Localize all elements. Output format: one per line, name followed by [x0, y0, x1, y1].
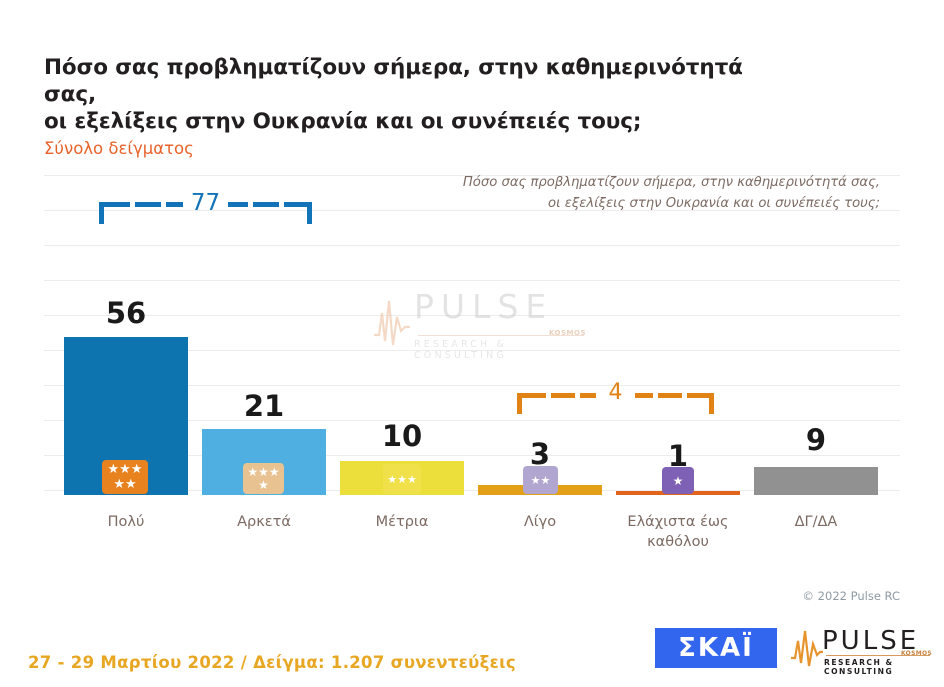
- group-annotation-77-label: 77: [190, 190, 221, 216]
- page-title-line-2: οι εξελίξεις στην Ουκρανία και οι συνέπε…: [44, 109, 642, 134]
- pulse-logo-rule: [826, 655, 930, 656]
- bracket-dash: [635, 393, 653, 398]
- group-annotation-4: 4: [517, 380, 714, 414]
- bracket-dash: [551, 393, 575, 398]
- x-label-dg-da: ΔΓ/ΔΑ: [794, 514, 838, 530]
- bracket-dash: [522, 393, 546, 398]
- bracket-dash: [658, 393, 682, 398]
- bar-group-elaxista[interactable]: 1 ★: [616, 175, 740, 495]
- pulse-wave-icon: [791, 630, 823, 667]
- bracket-leg-left: [517, 393, 522, 414]
- x-label-ligo: Λίγο: [523, 514, 557, 530]
- rating-badge-3-stars: ★ ★ ★: [383, 464, 421, 494]
- bar-value-label: 1: [667, 439, 689, 473]
- group-annotation-77: 77: [99, 190, 312, 224]
- gridline: [44, 455, 900, 456]
- skai-logo: ΣΚΑΪ: [655, 628, 777, 668]
- star-icon: ★: [113, 477, 125, 492]
- star-icon: ★: [268, 464, 280, 479]
- gridline: [44, 350, 900, 351]
- rating-badge-5-stars: ★ ★ ★ ★ ★: [102, 460, 148, 494]
- x-label-polu: Πολύ: [107, 514, 145, 530]
- page-subtitle: Σύνολο δείγματος: [44, 139, 194, 158]
- star-icon: ★: [672, 473, 684, 488]
- gridline: [44, 385, 900, 386]
- plot-area: [44, 175, 900, 495]
- bar-group-arketa[interactable]: 21 ★ ★ ★ ★: [202, 175, 326, 495]
- star-icon: ★: [406, 472, 417, 486]
- bracket-dash: [166, 202, 183, 207]
- star-icon: ★: [247, 464, 259, 479]
- bar-group-ligo[interactable]: 3 ★ ★: [478, 175, 602, 495]
- pulse-logo-subtitle: RESEARCH & CONSULTING: [824, 658, 894, 676]
- bar-group-metria[interactable]: 10 ★ ★ ★: [340, 175, 464, 495]
- gridline: [44, 210, 900, 211]
- star-icon: ★: [258, 478, 269, 493]
- copyright-text: © 2022 Pulse RC: [802, 589, 900, 603]
- pulse-logo-kosmos: KOSMOS: [901, 650, 932, 657]
- star-icon: ★: [540, 473, 551, 487]
- star-icon: ★: [119, 462, 131, 477]
- star-icon: ★: [125, 477, 137, 492]
- gridline: [44, 315, 900, 316]
- bracket-dash: [135, 202, 161, 207]
- bar-value-label: 56: [105, 296, 147, 330]
- star-icon: ★: [130, 462, 143, 477]
- gridline: [44, 245, 900, 246]
- bar-value-label: 21: [243, 389, 285, 423]
- star-icon: ★: [387, 472, 398, 486]
- x-label-elaxista: Ελάχιστα έως καθόλου: [627, 514, 729, 550]
- bar-group-dg-da[interactable]: 9: [754, 175, 878, 495]
- chart-question-note: Πόσο σας προβληματίζουν σήμερα, στην καθ…: [392, 172, 880, 214]
- rating-badge-2-stars: ★ ★: [523, 466, 558, 494]
- bracket-dash: [284, 202, 307, 207]
- fieldwork-note: 27 - 29 Μαρτίου 2022 / Δείγμα: 1.207 συν…: [28, 653, 516, 672]
- star-icon: ★: [530, 473, 541, 487]
- bar-group-polu[interactable]: 56 ★ ★ ★ ★ ★: [64, 175, 188, 495]
- bracket-dash: [580, 393, 596, 398]
- rating-badge-1-star: ★: [662, 467, 694, 494]
- gridline: [44, 280, 900, 281]
- bracket-leg-right: [307, 202, 312, 224]
- bracket-dash: [228, 202, 248, 207]
- rating-badge-4-stars: ★ ★ ★ ★: [243, 463, 284, 494]
- bar-value-label: 9: [805, 423, 827, 457]
- group-annotation-4-label: 4: [608, 380, 623, 405]
- star-icon: ★: [397, 472, 407, 486]
- gridline: [44, 175, 900, 176]
- star-icon: ★: [258, 464, 269, 479]
- bracket-dash: [104, 202, 130, 207]
- x-axis-labels: Πολύ Αρκετά Μέτρια Λίγο Ελάχιστα έως καθ…: [44, 512, 900, 582]
- gridline: [44, 490, 900, 491]
- chart-question-note-line-1: Πόσο σας προβληματίζουν σήμερα, στην καθ…: [462, 175, 880, 190]
- bracket-dash: [687, 393, 709, 398]
- chart-header: Πόσο σας προβληματίζουν σήμερα, στην καθ…: [44, 54, 764, 161]
- bracket-leg-right: [709, 393, 714, 414]
- x-label-arketa: Αρκετά: [237, 514, 291, 530]
- skai-logo-text: ΣΚΑΪ: [678, 633, 754, 663]
- star-icon: ★: [107, 462, 120, 477]
- x-label-metria: Μέτρια: [375, 514, 429, 530]
- bar-rect[interactable]: [754, 467, 878, 495]
- chart-question-note-line-2: οι εξελίξεις στην Ουκρανία και οι συνέπε…: [548, 196, 880, 211]
- pulse-logo: PULSE KOSMOS RESEARCH & CONSULTING: [790, 626, 932, 676]
- bar-value-label: 10: [381, 419, 423, 453]
- pulse-logo-name: PULSE: [822, 626, 920, 656]
- bracket-leg-left: [99, 202, 104, 224]
- page-title-line-1: Πόσο σας προβληματίζουν σήμερα, στην καθ…: [44, 55, 743, 107]
- bar-value-label: 3: [529, 437, 551, 471]
- bar-series: 56 ★ ★ ★ ★ ★ 21 ★ ★ ★ ★ 10: [44, 175, 900, 495]
- bracket-dash: [253, 202, 279, 207]
- gridline: [44, 420, 900, 421]
